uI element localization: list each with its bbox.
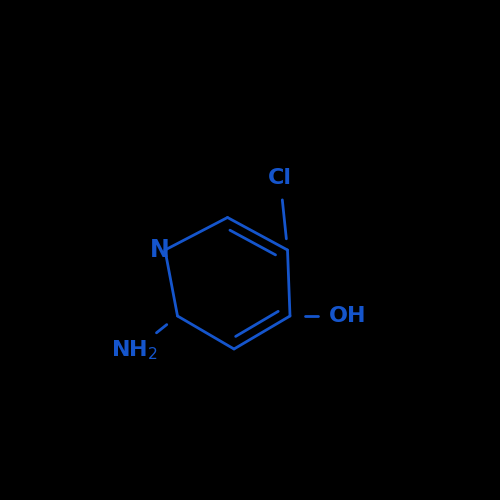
- Text: NH$_2$: NH$_2$: [112, 338, 158, 362]
- Text: Cl: Cl: [268, 168, 292, 188]
- Text: N: N: [150, 238, 170, 262]
- Text: OH: OH: [329, 306, 366, 326]
